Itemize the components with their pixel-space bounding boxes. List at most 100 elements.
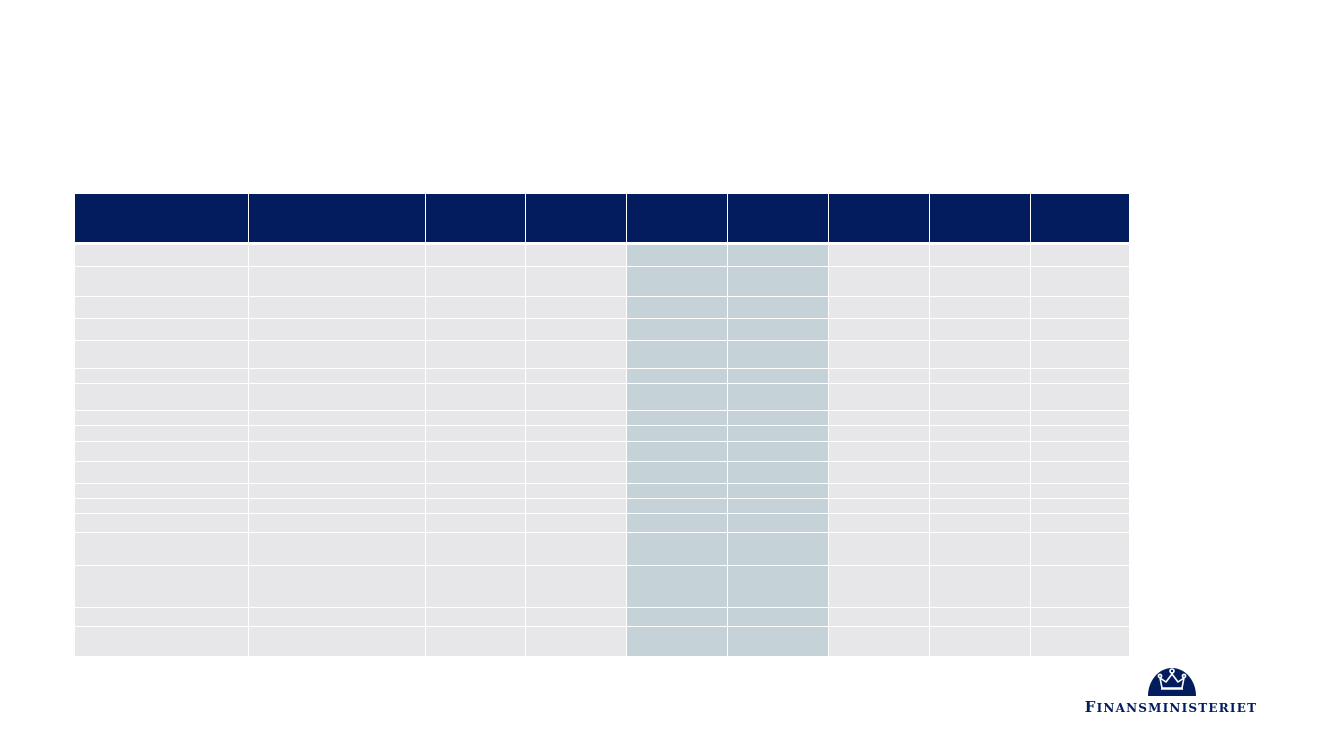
table-cell	[626, 565, 728, 608]
table-cell	[425, 410, 526, 426]
table-cell	[828, 266, 930, 297]
table-cell	[727, 318, 829, 341]
table-body	[75, 243, 1129, 657]
column-header	[248, 194, 426, 245]
table-cell	[727, 410, 829, 426]
column-header	[75, 194, 249, 245]
table-cell	[727, 498, 829, 514]
table-row	[75, 532, 1129, 566]
table-cell	[525, 340, 627, 369]
table-cell	[727, 425, 829, 442]
table-row	[75, 296, 1129, 319]
table-cell	[626, 461, 728, 484]
table-cell	[727, 626, 829, 657]
column-header	[929, 194, 1031, 245]
table-cell	[248, 318, 426, 341]
table-cell	[425, 461, 526, 484]
table-cell	[525, 565, 627, 608]
column-header	[828, 194, 930, 245]
table-cell	[248, 340, 426, 369]
table-cell	[75, 425, 249, 442]
table-cell	[425, 425, 526, 442]
table-row	[75, 626, 1129, 657]
table-cell	[75, 607, 249, 627]
table-cell	[828, 425, 930, 442]
table-cell	[828, 461, 930, 484]
table-row	[75, 607, 1129, 627]
table-cell	[929, 266, 1031, 297]
table-cell	[626, 513, 728, 533]
table-cell	[525, 532, 627, 566]
table-cell	[828, 626, 930, 657]
table-cell	[525, 318, 627, 341]
table-cell	[727, 461, 829, 484]
table-cell	[828, 318, 930, 341]
table-row	[75, 483, 1129, 499]
column-header	[626, 194, 728, 245]
table-cell	[929, 441, 1031, 462]
table-cell	[1030, 532, 1129, 566]
table-header-row	[75, 194, 1129, 245]
table-cell	[1030, 607, 1129, 627]
table-cell	[626, 425, 728, 442]
table-cell	[929, 425, 1031, 442]
table-row	[75, 565, 1129, 608]
table-cell	[929, 513, 1031, 533]
logo-rest: INANSMINISTERIET	[1096, 701, 1258, 715]
table-cell	[525, 425, 627, 442]
table-cell	[525, 498, 627, 514]
table-cell	[425, 243, 526, 267]
table-cell	[248, 565, 426, 608]
table-cell	[425, 483, 526, 499]
table-cell	[626, 340, 728, 369]
table-cell	[929, 565, 1031, 608]
table-cell	[1030, 513, 1129, 533]
table-cell	[248, 607, 426, 627]
table-cell	[1030, 461, 1129, 484]
finansministeriet-logo: FINANSMINISTERIET	[1082, 662, 1260, 716]
table-row	[75, 513, 1129, 533]
table-cell	[75, 532, 249, 566]
logo-wordmark: FINANSMINISTERIET	[1082, 698, 1260, 716]
table-row	[75, 243, 1129, 267]
table-cell	[727, 483, 829, 499]
table-cell	[248, 483, 426, 499]
table-cell	[525, 513, 627, 533]
table-cell	[525, 461, 627, 484]
table-cell	[248, 296, 426, 319]
table-cell	[1030, 368, 1129, 384]
table-cell	[929, 410, 1031, 426]
table-cell	[727, 296, 829, 319]
table-cell	[425, 318, 526, 341]
table-cell	[425, 441, 526, 462]
table-cell	[727, 368, 829, 384]
table-row	[75, 318, 1129, 341]
table-cell	[525, 626, 627, 657]
table-cell	[727, 607, 829, 627]
table-cell	[525, 368, 627, 384]
table-cell	[75, 296, 249, 319]
table-cell	[727, 383, 829, 411]
table-cell	[1030, 266, 1129, 297]
table-cell	[1030, 483, 1129, 499]
table-cell	[929, 318, 1031, 341]
table-cell	[1030, 318, 1129, 341]
logo-initial: F	[1084, 698, 1097, 716]
table-cell	[75, 498, 249, 514]
table-row	[75, 410, 1129, 426]
data-table	[75, 194, 1129, 657]
table-cell	[626, 498, 728, 514]
table-cell	[828, 243, 930, 267]
table-cell	[828, 565, 930, 608]
table-cell	[929, 340, 1031, 369]
table-row	[75, 266, 1129, 297]
table-cell	[626, 296, 728, 319]
table-cell	[525, 296, 627, 319]
table-cell	[425, 532, 526, 566]
table-cell	[929, 607, 1031, 627]
table-cell	[525, 266, 627, 297]
table-cell	[75, 318, 249, 341]
table-cell	[525, 383, 627, 411]
table-cell	[626, 368, 728, 384]
column-header	[425, 194, 526, 245]
